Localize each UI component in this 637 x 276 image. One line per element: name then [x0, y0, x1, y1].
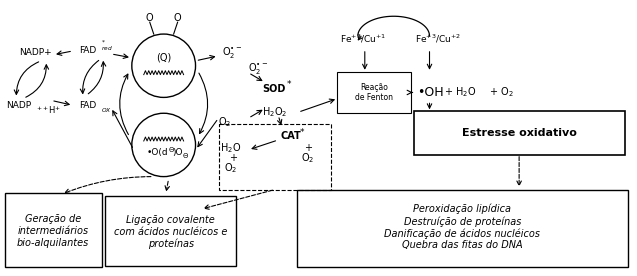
Text: CAT: CAT	[280, 131, 301, 141]
Text: •O(d: •O(d	[147, 148, 169, 157]
Text: Estresse oxidativo: Estresse oxidativo	[462, 128, 576, 138]
Text: Peroxidação lipídica
Destruíção de proteínas
Danificação de ácidos nucléicos
Que: Peroxidação lipídica Destruíção de prote…	[384, 204, 540, 250]
Text: *: *	[287, 80, 292, 89]
Text: *: *	[300, 128, 304, 137]
Text: NADP: NADP	[6, 101, 31, 110]
Text: Θ: Θ	[183, 153, 189, 159]
Text: Reação
de Fenton: Reação de Fenton	[355, 83, 393, 102]
Text: O$_2$: O$_2$	[224, 161, 237, 175]
Text: + H$_2$O: + H$_2$O	[445, 86, 477, 99]
Text: H$_2$O$_2$: H$_2$O$_2$	[262, 105, 288, 119]
Text: $^{++}$H$^{+}$: $^{++}$H$^{+}$	[36, 104, 62, 116]
Text: +: +	[229, 153, 238, 163]
Text: Ligação covalente
com ácidos nucléicos e
proteínas: Ligação covalente com ácidos nucléicos e…	[114, 215, 227, 249]
Text: $^{*}_{red}$: $^{*}_{red}$	[101, 38, 113, 53]
Text: H$_2$O: H$_2$O	[220, 141, 241, 155]
Text: Fe$^{+3}$/Cu$^{+2}$: Fe$^{+3}$/Cu$^{+2}$	[415, 33, 461, 45]
Text: FAD: FAD	[79, 46, 96, 55]
Text: O$_2^{\bullet-}$: O$_2^{\bullet-}$	[248, 61, 269, 76]
Text: O$_2$: O$_2$	[218, 115, 232, 129]
Text: Geração de
intermediários
bio-alquilantes: Geração de intermediários bio-alquilante…	[17, 214, 89, 248]
Text: Fe$^{+2}$/Cu$^{+1}$: Fe$^{+2}$/Cu$^{+1}$	[340, 33, 386, 45]
Text: SOD: SOD	[262, 84, 285, 94]
Text: + O$_2$: + O$_2$	[489, 86, 514, 99]
Text: O: O	[146, 13, 154, 23]
Text: (Q): (Q)	[156, 53, 171, 63]
Text: FAD: FAD	[79, 101, 96, 110]
Text: $_{OX}$: $_{OX}$	[101, 106, 111, 115]
Text: +: +	[304, 143, 312, 153]
Text: •OH: •OH	[418, 86, 444, 99]
Text: O$_2^{\bullet-}$: O$_2^{\bullet-}$	[222, 45, 243, 60]
Text: Θ: Θ	[169, 147, 175, 153]
Text: )O: )O	[173, 148, 183, 157]
Text: NADP+: NADP+	[19, 48, 52, 57]
Text: O: O	[174, 13, 182, 23]
Text: O$_2$: O$_2$	[301, 151, 315, 165]
